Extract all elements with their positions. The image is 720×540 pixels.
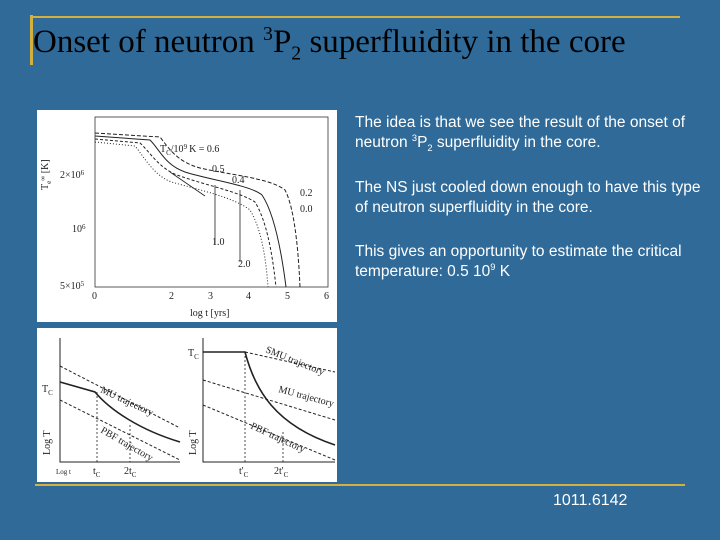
- slide-title: Onset of neutron 3P2 superfluidity in th…: [33, 23, 626, 63]
- curve-label: 2.0: [238, 259, 251, 270]
- accent-line: [35, 484, 685, 486]
- text-part: K: [495, 263, 511, 280]
- text-part: 6: [81, 169, 85, 177]
- plot-frame: [94, 116, 329, 288]
- text-part: C: [48, 389, 53, 397]
- text-part: The idea is that we see the result of th…: [355, 114, 686, 151]
- text-part: C: [284, 471, 289, 479]
- text-part: T: [40, 184, 51, 190]
- text-part: 2: [427, 143, 433, 154]
- curve-label: 0.0: [300, 204, 313, 215]
- curve-label: 0.2: [300, 188, 313, 199]
- text-part: P: [417, 134, 428, 151]
- figure-panel: [37, 328, 337, 482]
- y-tick-label: 2×106: [60, 169, 85, 181]
- curve-label: 0.4: [232, 175, 245, 186]
- text-part: superfluidity in the core: [301, 24, 626, 60]
- x-tick-label: 3: [208, 291, 213, 302]
- text-part: 10: [72, 224, 82, 235]
- text-part: 5: [81, 280, 85, 288]
- x-tick-label: 6: [324, 291, 329, 302]
- paragraph: The idea is that we see the result of th…: [355, 113, 717, 153]
- text-part: 2t: [124, 466, 132, 477]
- text-part: C: [194, 353, 199, 361]
- text-part: 3: [263, 23, 273, 45]
- text-part: 3: [411, 132, 418, 143]
- text-part: t: [93, 466, 96, 477]
- y-tick-label: 106: [72, 223, 86, 235]
- text-part: K = 0.6: [189, 144, 219, 155]
- paragraph: The NS just cooled down enough to have t…: [355, 179, 701, 216]
- text-part: T: [42, 384, 48, 395]
- y-axis-label: Te∞ [K]: [39, 159, 53, 190]
- curves: [59, 351, 336, 462]
- text-part: T: [160, 144, 166, 155]
- text-part: [K]: [40, 159, 51, 175]
- text-part: C: [132, 471, 137, 479]
- text-part: ∞: [39, 176, 47, 181]
- text-part: 9: [184, 143, 188, 151]
- x-tick-label: 2t'C: [274, 466, 289, 479]
- reference: 1011.6142: [553, 492, 628, 509]
- accent-line: [30, 15, 33, 65]
- figure-panel: [37, 110, 337, 322]
- x-tick-label: 2: [169, 291, 174, 302]
- curve-label: 0.5: [212, 164, 225, 175]
- y-tick-label: 5×105: [60, 280, 85, 292]
- text-part: 2t': [274, 466, 284, 477]
- x-tick-label: tC: [93, 466, 101, 479]
- axis-value-label: TC: [188, 348, 199, 361]
- accent-line: [30, 16, 680, 18]
- text-part: T: [188, 348, 194, 359]
- x-axis-label: Log t: [56, 468, 71, 476]
- text-part: 2×10: [60, 170, 81, 181]
- x-axis-label: log t [yrs]: [190, 308, 229, 319]
- x-tick-label: t'C: [239, 466, 249, 479]
- text-part: e: [45, 181, 53, 184]
- paragraph: This gives an opportunity to estimate th…: [355, 242, 717, 282]
- text-part: 9: [490, 261, 496, 272]
- axes: [59, 338, 335, 463]
- text-part: 2: [291, 42, 302, 65]
- text-part: 5×10: [60, 281, 81, 292]
- text-part: superfluidity in the core.: [432, 134, 601, 151]
- x-tick-label: 2tC: [124, 466, 137, 479]
- x-tick-label: 5: [285, 291, 290, 302]
- x-tick-label: 4: [246, 291, 251, 302]
- text-part: This gives an opportunity to estimate th…: [355, 243, 682, 280]
- y-axis-label: Log T: [188, 430, 199, 455]
- text-part: t': [239, 466, 244, 477]
- text-part: P: [272, 24, 292, 60]
- curve-label: 1.0: [212, 237, 225, 248]
- text-part: /10: [171, 144, 184, 155]
- text-part: 6: [82, 223, 86, 231]
- x-tick-label: 0: [92, 291, 97, 302]
- text-part: C: [96, 471, 101, 479]
- axis-value-label: TC: [42, 384, 53, 397]
- text-part: C: [166, 149, 171, 157]
- y-axis-label: Log T: [42, 430, 53, 455]
- curves: [94, 132, 301, 288]
- text-part: Onset of neutron: [33, 24, 264, 60]
- curve-label: TC/109 K = 0.6: [160, 143, 219, 157]
- text-part: C: [244, 471, 249, 479]
